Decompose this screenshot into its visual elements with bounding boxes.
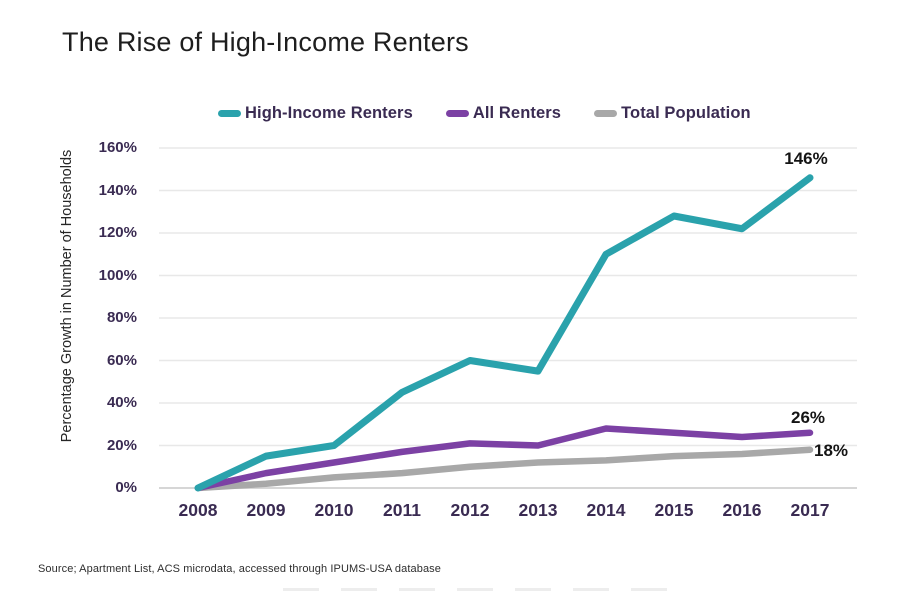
- legend: High-Income Renters All Renters Total Popu…: [218, 104, 751, 123]
- x-tick-label: 2011: [383, 500, 421, 520]
- y-tick-label: 60%: [106, 351, 137, 369]
- y-tick-label: 140%: [98, 181, 137, 199]
- end-label-all-renters: 26%: [790, 407, 826, 427]
- x-tick-label: 2014: [586, 500, 626, 520]
- y-tick-label: 120%: [98, 224, 137, 241]
- cropped-text-artifact: [283, 588, 683, 591]
- y-tick-label: 160%: [98, 139, 137, 156]
- series-line-high-income-renters: [194, 174, 814, 492]
- source-note: Source; Apartment List, ACS microdata, a…: [38, 563, 441, 575]
- legend-label: All Renters: [472, 104, 562, 122]
- x-tick-label: 2015: [654, 500, 694, 520]
- legend-marker-icon: [218, 110, 241, 117]
- y-tick-label: 0%: [115, 479, 137, 496]
- y-tick-label: 40%: [106, 394, 137, 411]
- y-tick-label: 100%: [98, 266, 137, 284]
- x-tick-label: 2008: [178, 500, 218, 520]
- series-line-all-renters: [194, 425, 814, 492]
- legend-item-total-population: Total Population: [594, 104, 751, 123]
- x-tick-label: 2009: [246, 500, 286, 520]
- legend-marker-icon: [594, 110, 618, 117]
- end-label-total-population: 18%: [813, 440, 849, 460]
- y-tick-label: 20%: [106, 436, 137, 454]
- chart-title: The Rise of High-Income Renters: [62, 27, 469, 57]
- x-tick-label: 2013: [518, 500, 558, 520]
- x-tick-label: 2016: [722, 500, 762, 520]
- legend-item-high-income-renters: High-Income Renters: [218, 104, 413, 123]
- legend-label: High-Income Renters: [245, 104, 413, 122]
- series-line-total-population: [194, 446, 814, 492]
- x-tick-label: 2012: [450, 500, 490, 520]
- legend-marker-icon: [445, 110, 469, 117]
- end-label-high-income-renters: 146%: [784, 148, 828, 168]
- y-tick-label: 80%: [106, 309, 137, 326]
- legend-label: Total Population: [621, 104, 751, 122]
- x-tick-label: 2017: [790, 500, 830, 520]
- legend-item-all-renters: All Renters: [445, 104, 562, 123]
- x-tick-label: 2010: [314, 500, 354, 520]
